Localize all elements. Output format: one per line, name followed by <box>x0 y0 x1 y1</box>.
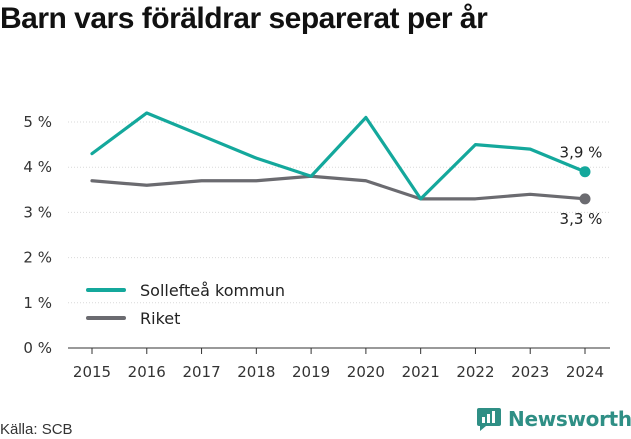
source-note: Källa: SCB <box>0 421 73 438</box>
end-label: 3,3 % <box>560 210 603 228</box>
x-tick-label: 2016 <box>128 363 166 381</box>
end-point <box>579 166 591 178</box>
x-axis: 2015 2016 2017 2018 2019 2020 2021 2022 2023 2024 <box>73 348 604 381</box>
y-tick-label: 0 % <box>23 339 52 357</box>
end-labels: 3,9 % 3,3 % <box>560 144 603 228</box>
legend-label: Riket <box>140 309 180 328</box>
newsworthy-logo-icon <box>477 408 501 431</box>
chart-title: Barn vars föräldrar separerat per år <box>0 2 488 35</box>
x-tick-label: 2017 <box>182 363 220 381</box>
grid-lines <box>68 121 610 349</box>
series-lines <box>90 111 591 205</box>
x-tick-label: 2015 <box>73 363 111 381</box>
brand-name: Newsworthy <box>508 407 631 431</box>
x-tick-label: 2024 <box>566 363 604 381</box>
x-tick-label: 2019 <box>292 363 330 381</box>
x-tick-label: 2020 <box>347 363 385 381</box>
y-axis: 0 % 1 % 2 % 3 % 4 % 5 % <box>23 113 52 357</box>
brand-logo: Newsworthy <box>476 406 631 432</box>
x-tick-label: 2023 <box>511 363 549 381</box>
y-tick-label: 5 % <box>23 113 52 131</box>
y-tick-label: 2 % <box>23 249 52 267</box>
series-line <box>90 174 587 201</box>
x-tick-label: 2021 <box>402 363 440 381</box>
y-tick-label: 4 % <box>23 158 52 176</box>
legend: Sollefteå kommun Riket <box>86 281 285 328</box>
end-label: 3,9 % <box>560 144 603 162</box>
series-line <box>90 111 587 201</box>
end-point <box>579 193 591 205</box>
y-tick-label: 1 % <box>23 294 52 312</box>
x-tick-label: 2022 <box>456 363 494 381</box>
line-chart: 0 %1 %2 %3 %4 %5 % 2015 2016 2017 2018 2019 2… <box>23 111 610 381</box>
legend-label: Sollefteå kommun <box>140 281 285 300</box>
x-tick-label: 2018 <box>237 363 275 381</box>
y-tick-label: 3 % <box>23 203 52 221</box>
